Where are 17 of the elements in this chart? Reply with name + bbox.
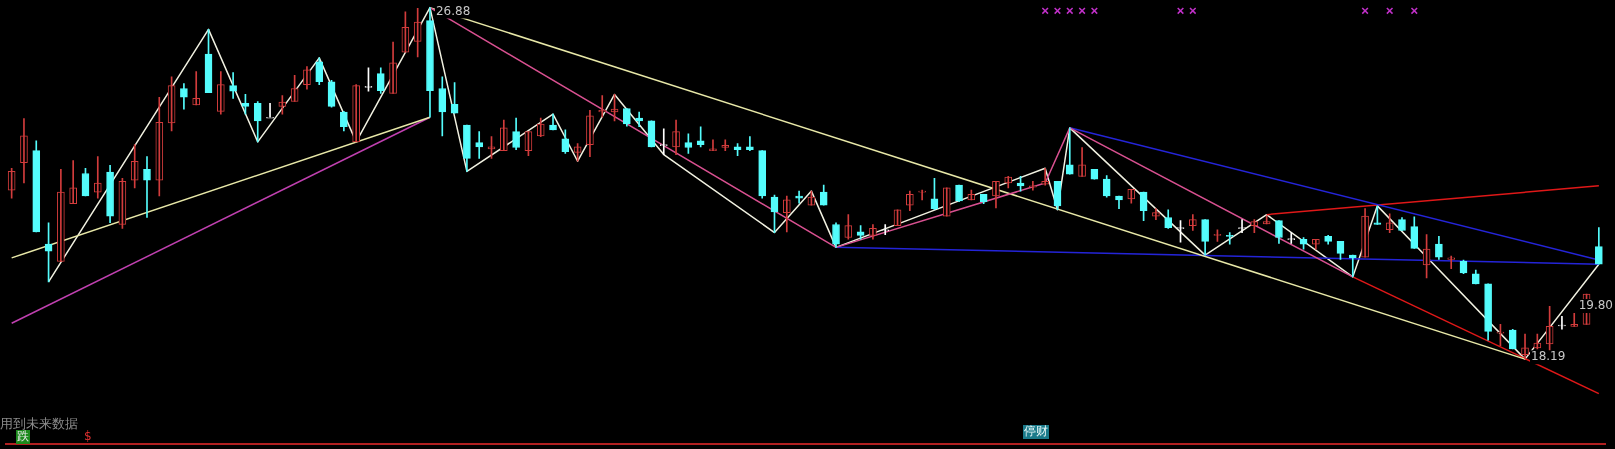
annotation: 19.80 <box>1578 298 1614 313</box>
annotation: 18.19 <box>1531 349 1566 364</box>
candlestick <box>1558 315 1566 330</box>
candlestick <box>659 128 668 155</box>
candlestick <box>918 189 926 201</box>
candlestick <box>881 224 890 236</box>
candlestick <box>1570 313 1579 327</box>
candlestick <box>746 136 754 152</box>
text: $ <box>84 429 92 444</box>
candlestick <box>709 139 717 152</box>
text: 停财 <box>1024 424 1048 439</box>
text: 跌 <box>17 429 29 444</box>
candlestick <box>1029 180 1037 191</box>
candlestick <box>266 102 274 119</box>
annotation: 26.88 <box>435 3 471 18</box>
candlestick <box>721 139 730 152</box>
candlestick <box>1447 255 1456 270</box>
